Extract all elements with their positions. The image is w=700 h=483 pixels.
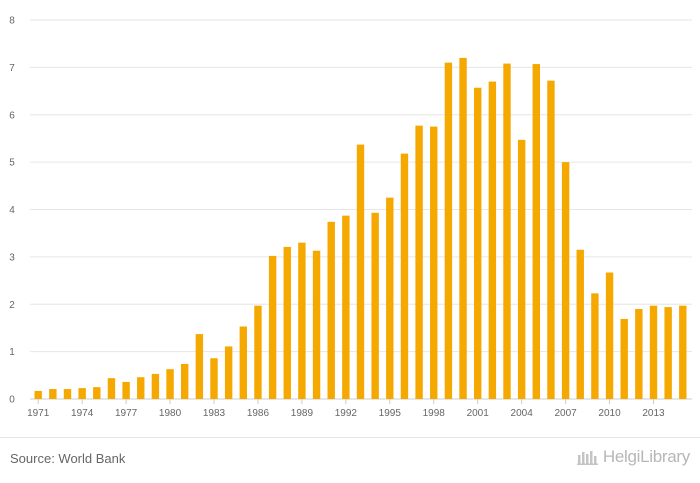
bar-series bbox=[34, 57, 687, 400]
bar-1979 bbox=[151, 373, 160, 399]
bar-1987 bbox=[268, 255, 277, 399]
bar-1978 bbox=[137, 377, 145, 399]
bar-1993 bbox=[356, 144, 365, 399]
y-tick-label: 3 bbox=[9, 252, 15, 263]
bar-2004 bbox=[517, 139, 526, 399]
bar-1989 bbox=[298, 242, 306, 399]
bar-1986 bbox=[254, 305, 262, 399]
x-tick-label: 1995 bbox=[379, 408, 402, 419]
x-axis-ticks: 1971 1974 1977 1980 1983 1986 1989 1992 1995 1998… bbox=[27, 399, 665, 419]
bar-2011 bbox=[620, 318, 628, 399]
helgi-library-icon bbox=[576, 451, 598, 465]
bar-1976 bbox=[107, 378, 116, 399]
bar-2000 bbox=[459, 57, 467, 400]
bar-1974 bbox=[78, 388, 86, 399]
brand-logo: HelgiLibrary bbox=[576, 447, 690, 467]
x-tick-label: 1998 bbox=[423, 408, 446, 419]
bar-2014 bbox=[664, 307, 672, 399]
y-tick-label: 2 bbox=[9, 300, 15, 311]
y-tick-label: 1 bbox=[9, 347, 15, 358]
bar-2002 bbox=[488, 81, 497, 400]
bar-1984 bbox=[224, 346, 233, 399]
bar-2010 bbox=[605, 272, 614, 399]
x-tick-label: 1983 bbox=[203, 408, 226, 419]
bar-2009 bbox=[591, 293, 599, 399]
bar-2012 bbox=[635, 308, 643, 399]
y-tick-label: 6 bbox=[9, 110, 15, 121]
y-tick-label: 0 bbox=[9, 395, 15, 406]
bar-2003 bbox=[503, 63, 511, 400]
source-note: Source: World Bank bbox=[10, 451, 126, 466]
bar-1995 bbox=[386, 197, 394, 399]
x-tick-label: 2013 bbox=[642, 408, 665, 419]
bar-2005 bbox=[532, 64, 540, 399]
bar-1996 bbox=[400, 153, 409, 399]
bar-1990 bbox=[312, 250, 321, 399]
bar-2007 bbox=[561, 162, 570, 399]
bar-1985 bbox=[239, 326, 247, 399]
bar-1997 bbox=[415, 125, 423, 400]
bar-1982 bbox=[195, 334, 204, 399]
bar-1999 bbox=[444, 62, 453, 399]
bar-1988 bbox=[283, 246, 291, 399]
bar-1972 bbox=[49, 389, 57, 399]
x-tick-label: 1989 bbox=[291, 408, 314, 419]
bar-1981 bbox=[181, 363, 189, 399]
bar-1983 bbox=[210, 358, 218, 399]
x-tick-label: 2004 bbox=[511, 408, 534, 419]
y-axis-ticks: 0 1 2 3 4 5 6 7 8 bbox=[9, 16, 15, 406]
bar-2006 bbox=[547, 80, 555, 399]
x-tick-label: 2010 bbox=[598, 408, 621, 419]
y-tick-label: 8 bbox=[9, 16, 15, 27]
bar-2001 bbox=[474, 87, 482, 399]
x-tick-label: 1974 bbox=[71, 408, 94, 419]
y-tick-label: 7 bbox=[9, 63, 15, 74]
y-tick-label: 5 bbox=[9, 158, 15, 169]
x-tick-label: 2007 bbox=[554, 408, 577, 419]
bar-1977 bbox=[122, 381, 130, 399]
x-tick-label: 1980 bbox=[159, 408, 182, 419]
bar-2013 bbox=[649, 305, 658, 399]
bar-2015 bbox=[679, 305, 687, 399]
bar-2008 bbox=[576, 249, 584, 399]
x-tick-label: 1986 bbox=[247, 408, 270, 419]
bar-1998 bbox=[430, 126, 438, 399]
bar-1992 bbox=[342, 215, 350, 399]
bar-1973 bbox=[63, 389, 72, 399]
x-tick-label: 1977 bbox=[115, 408, 138, 419]
bar-1991 bbox=[327, 221, 335, 399]
bar-1980 bbox=[166, 369, 174, 399]
x-tick-label: 2001 bbox=[467, 408, 490, 419]
footer-divider bbox=[0, 437, 700, 438]
x-tick-label: 1971 bbox=[27, 408, 50, 419]
brand-name: HelgiLibrary bbox=[602, 447, 690, 466]
y-tick-label: 4 bbox=[9, 205, 15, 216]
bar-1994 bbox=[371, 212, 379, 399]
bar-1971 bbox=[34, 390, 42, 399]
x-tick-label: 1992 bbox=[335, 408, 358, 419]
bar-1975 bbox=[93, 387, 101, 399]
